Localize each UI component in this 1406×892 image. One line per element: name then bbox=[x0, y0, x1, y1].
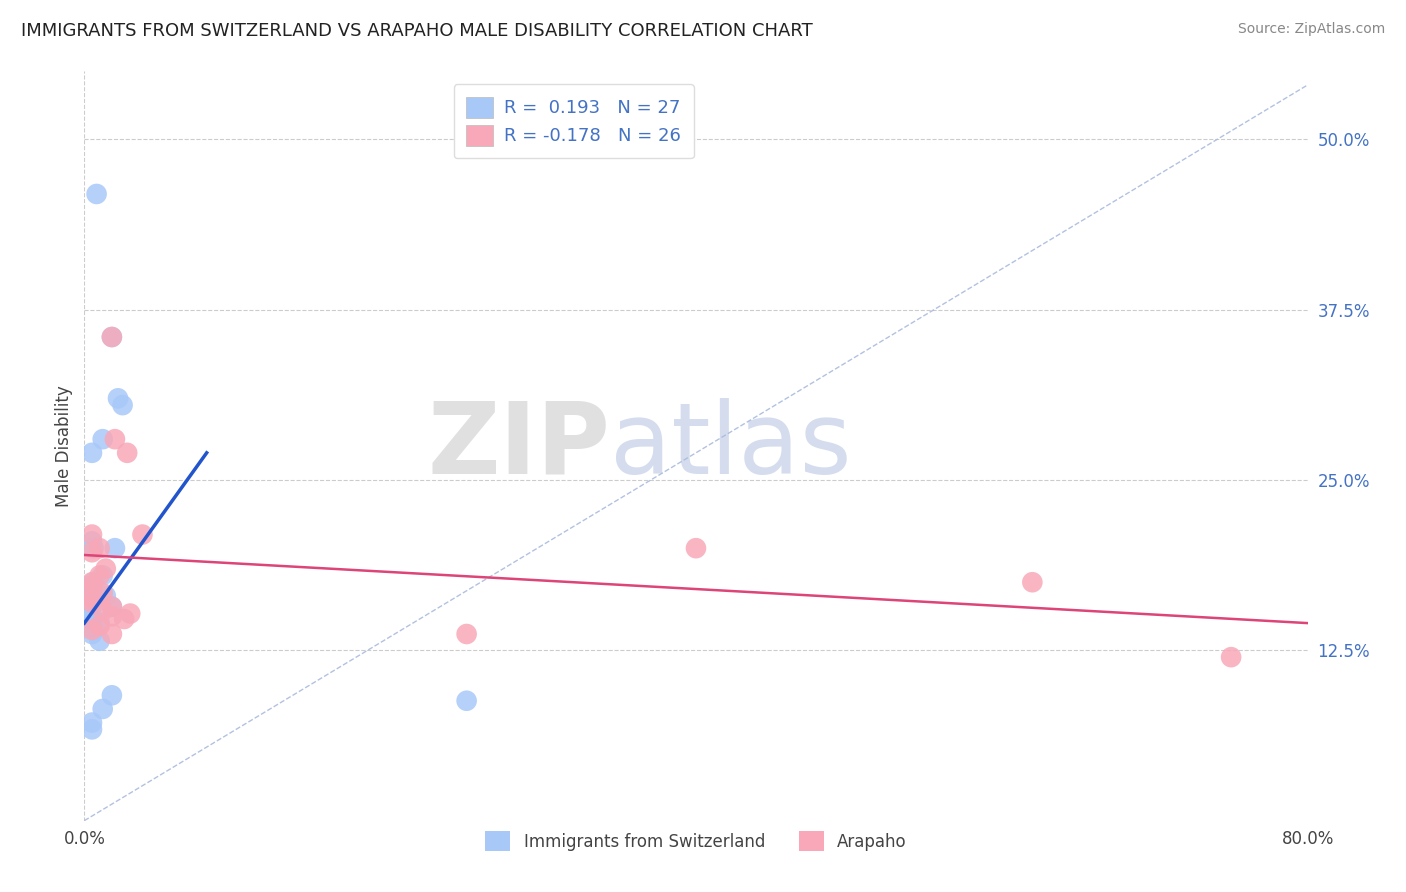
Point bbox=[89, 633, 111, 648]
Point bbox=[101, 688, 124, 702]
Point bbox=[101, 330, 124, 344]
Text: Source: ZipAtlas.com: Source: ZipAtlas.com bbox=[1237, 22, 1385, 37]
Point bbox=[685, 541, 707, 556]
Point bbox=[80, 584, 103, 599]
Point bbox=[80, 545, 103, 559]
Point bbox=[89, 616, 111, 631]
Point bbox=[1021, 575, 1043, 590]
Point bbox=[456, 694, 478, 708]
Point bbox=[83, 541, 105, 556]
Point bbox=[115, 446, 138, 460]
Point bbox=[80, 620, 103, 634]
Point bbox=[120, 607, 142, 621]
Point bbox=[80, 599, 103, 614]
Point bbox=[91, 432, 114, 446]
Point bbox=[80, 527, 103, 541]
Point bbox=[91, 604, 114, 618]
Point bbox=[89, 568, 111, 582]
Point bbox=[80, 575, 103, 590]
Point bbox=[1220, 650, 1243, 665]
Point bbox=[80, 723, 103, 737]
Point bbox=[94, 589, 117, 603]
Point bbox=[80, 609, 103, 624]
Point bbox=[80, 627, 103, 641]
Point bbox=[91, 586, 114, 600]
Point bbox=[101, 609, 124, 624]
Point bbox=[80, 596, 103, 610]
Point bbox=[83, 575, 105, 590]
Point bbox=[80, 534, 103, 549]
Point bbox=[91, 702, 114, 716]
Point bbox=[101, 330, 124, 344]
Point bbox=[101, 627, 124, 641]
Point bbox=[80, 591, 103, 606]
Point bbox=[83, 593, 105, 607]
Point bbox=[111, 398, 134, 412]
Point bbox=[104, 541, 127, 556]
Point bbox=[91, 568, 114, 582]
Point bbox=[80, 715, 103, 730]
Point bbox=[89, 541, 111, 556]
Point bbox=[94, 561, 117, 575]
Point bbox=[80, 623, 103, 637]
Text: atlas: atlas bbox=[610, 398, 852, 494]
Point bbox=[89, 619, 111, 633]
Text: ZIP: ZIP bbox=[427, 398, 610, 494]
Point bbox=[101, 599, 124, 614]
Text: IMMIGRANTS FROM SWITZERLAND VS ARAPAHO MALE DISABILITY CORRELATION CHART: IMMIGRANTS FROM SWITZERLAND VS ARAPAHO M… bbox=[21, 22, 813, 40]
Point bbox=[80, 579, 103, 593]
Point bbox=[107, 392, 129, 406]
Point bbox=[80, 446, 103, 460]
Point bbox=[80, 613, 103, 627]
Legend: Immigrants from Switzerland, Arapaho: Immigrants from Switzerland, Arapaho bbox=[479, 825, 912, 857]
Point bbox=[104, 432, 127, 446]
Point bbox=[86, 186, 108, 201]
Point bbox=[131, 527, 153, 541]
Point bbox=[456, 627, 478, 641]
Y-axis label: Male Disability: Male Disability bbox=[55, 385, 73, 507]
Point bbox=[112, 612, 135, 626]
Point bbox=[101, 599, 124, 614]
